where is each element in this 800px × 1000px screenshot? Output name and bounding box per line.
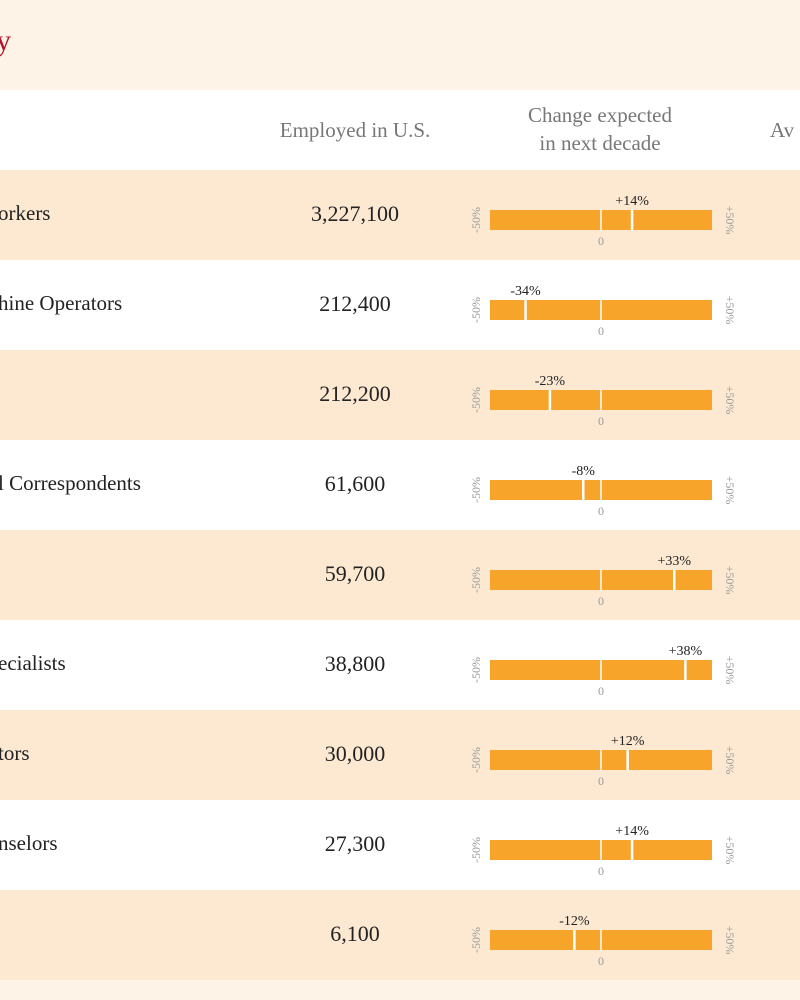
table-row: 59,700 +33% 0 -50% +50% [0,530,800,620]
axis-min-label: -50% [469,387,483,413]
employed-column-header: Employed in U.S. [279,118,431,142]
value-label: +12% [611,734,645,749]
change-bar-chart: +14% 0 -50% +50% [469,194,737,248]
change-bar-chart: -23% 0 -50% +50% [469,374,737,428]
value-label: +33% [657,554,691,569]
axis-max-label: +50% [723,836,737,865]
value-label: -23% [535,374,566,389]
axis-max-label: +50% [723,386,737,415]
change-column-header: Change expected in next decade [495,101,705,157]
employed-value: 212,200 [319,381,391,406]
zero-tick-label: 0 [598,684,604,698]
table-row: tors 30,000 +12% 0 -50% +50% [0,710,800,800]
axis-min-label: -50% [469,207,483,233]
employed-value: 30,000 [324,741,386,766]
occupation-label: tors [0,741,30,765]
axis-min-label: -50% [469,837,483,863]
axis-max-label: +50% [723,746,737,775]
axis-min-label: -50% [469,747,483,773]
axis-max-label: +50% [723,926,737,955]
zero-tick-label: 0 [598,594,604,608]
change-bar-chart: +14% 0 -50% +50% [469,824,737,878]
axis-min-label: -50% [469,297,483,323]
occupation-label: hine Operators [0,291,123,315]
axis-min-label: -50% [469,477,483,503]
axis-min-label: -50% [469,567,483,593]
axis-max-label: +50% [723,656,737,685]
employed-value: 212,400 [319,291,391,316]
change-bar-chart: -8% 0 -50% +50% [469,464,737,518]
axis-max-label: +50% [723,296,737,325]
employed-value: 27,300 [324,831,386,856]
employed-value: 59,700 [324,561,386,586]
table-header [0,90,800,170]
occupation-label: l Correspondents [0,471,141,495]
table-row: orkers 3,227,100 +14% 0 -50% +50% [0,170,800,260]
table-row: hine Operators 212,400 -34% 0 -50% +50% [0,260,800,350]
title-band: y [0,0,800,90]
page-title: y [0,24,11,57]
zero-tick-label: 0 [598,414,604,428]
change-bar-chart: +12% 0 -50% +50% [469,734,737,788]
axis-max-label: +50% [723,206,737,235]
axis-max-label: +50% [723,566,737,595]
change-bar-chart: +38% 0 -50% +50% [469,644,737,698]
table-row: nselors 27,300 +14% 0 -50% +50% [0,800,800,890]
value-label: +38% [669,644,703,659]
employed-value: 3,227,100 [311,201,399,226]
zero-tick-label: 0 [598,234,604,248]
axis-max-label: +50% [723,476,737,505]
occupation-label: nselors [0,831,58,855]
occupation-label: ecialists [0,651,66,675]
table-row: 6,100 -12% 0 -50% +50% [0,890,800,980]
zero-tick-label: 0 [598,864,604,878]
employed-value: 6,100 [330,921,380,946]
change-bar-chart: -34% 0 -50% +50% [469,284,737,338]
zero-tick-label: 0 [598,774,604,788]
table-row: l Correspondents 61,600 -8% 0 -50% +50% [0,440,800,530]
value-label: -12% [559,914,590,929]
table-row: 212,200 -23% 0 -50% +50% [0,350,800,440]
employed-value: 38,800 [324,651,386,676]
value-label: +14% [615,824,649,839]
change-bar-chart: +33% 0 -50% +50% [469,554,737,608]
employed-value: 61,600 [324,471,386,496]
axis-min-label: -50% [469,927,483,953]
zero-tick-label: 0 [598,504,604,518]
zero-tick-label: 0 [598,324,604,338]
change-header-line2: in next decade [539,131,661,155]
zero-tick-label: 0 [598,954,604,968]
axis-min-label: -50% [469,657,483,683]
bottom-band [0,980,800,1000]
average-column-header: Av [770,118,795,142]
change-header-line1: Change expected [527,103,673,127]
occupation-label: orkers [0,201,51,225]
value-label: +14% [615,194,649,209]
change-bar-chart: -12% 0 -50% +50% [469,914,737,968]
table-row: ecialists 38,800 +38% 0 -50% +50% [0,620,800,710]
value-label: -8% [572,464,596,479]
value-label: -34% [510,284,541,299]
